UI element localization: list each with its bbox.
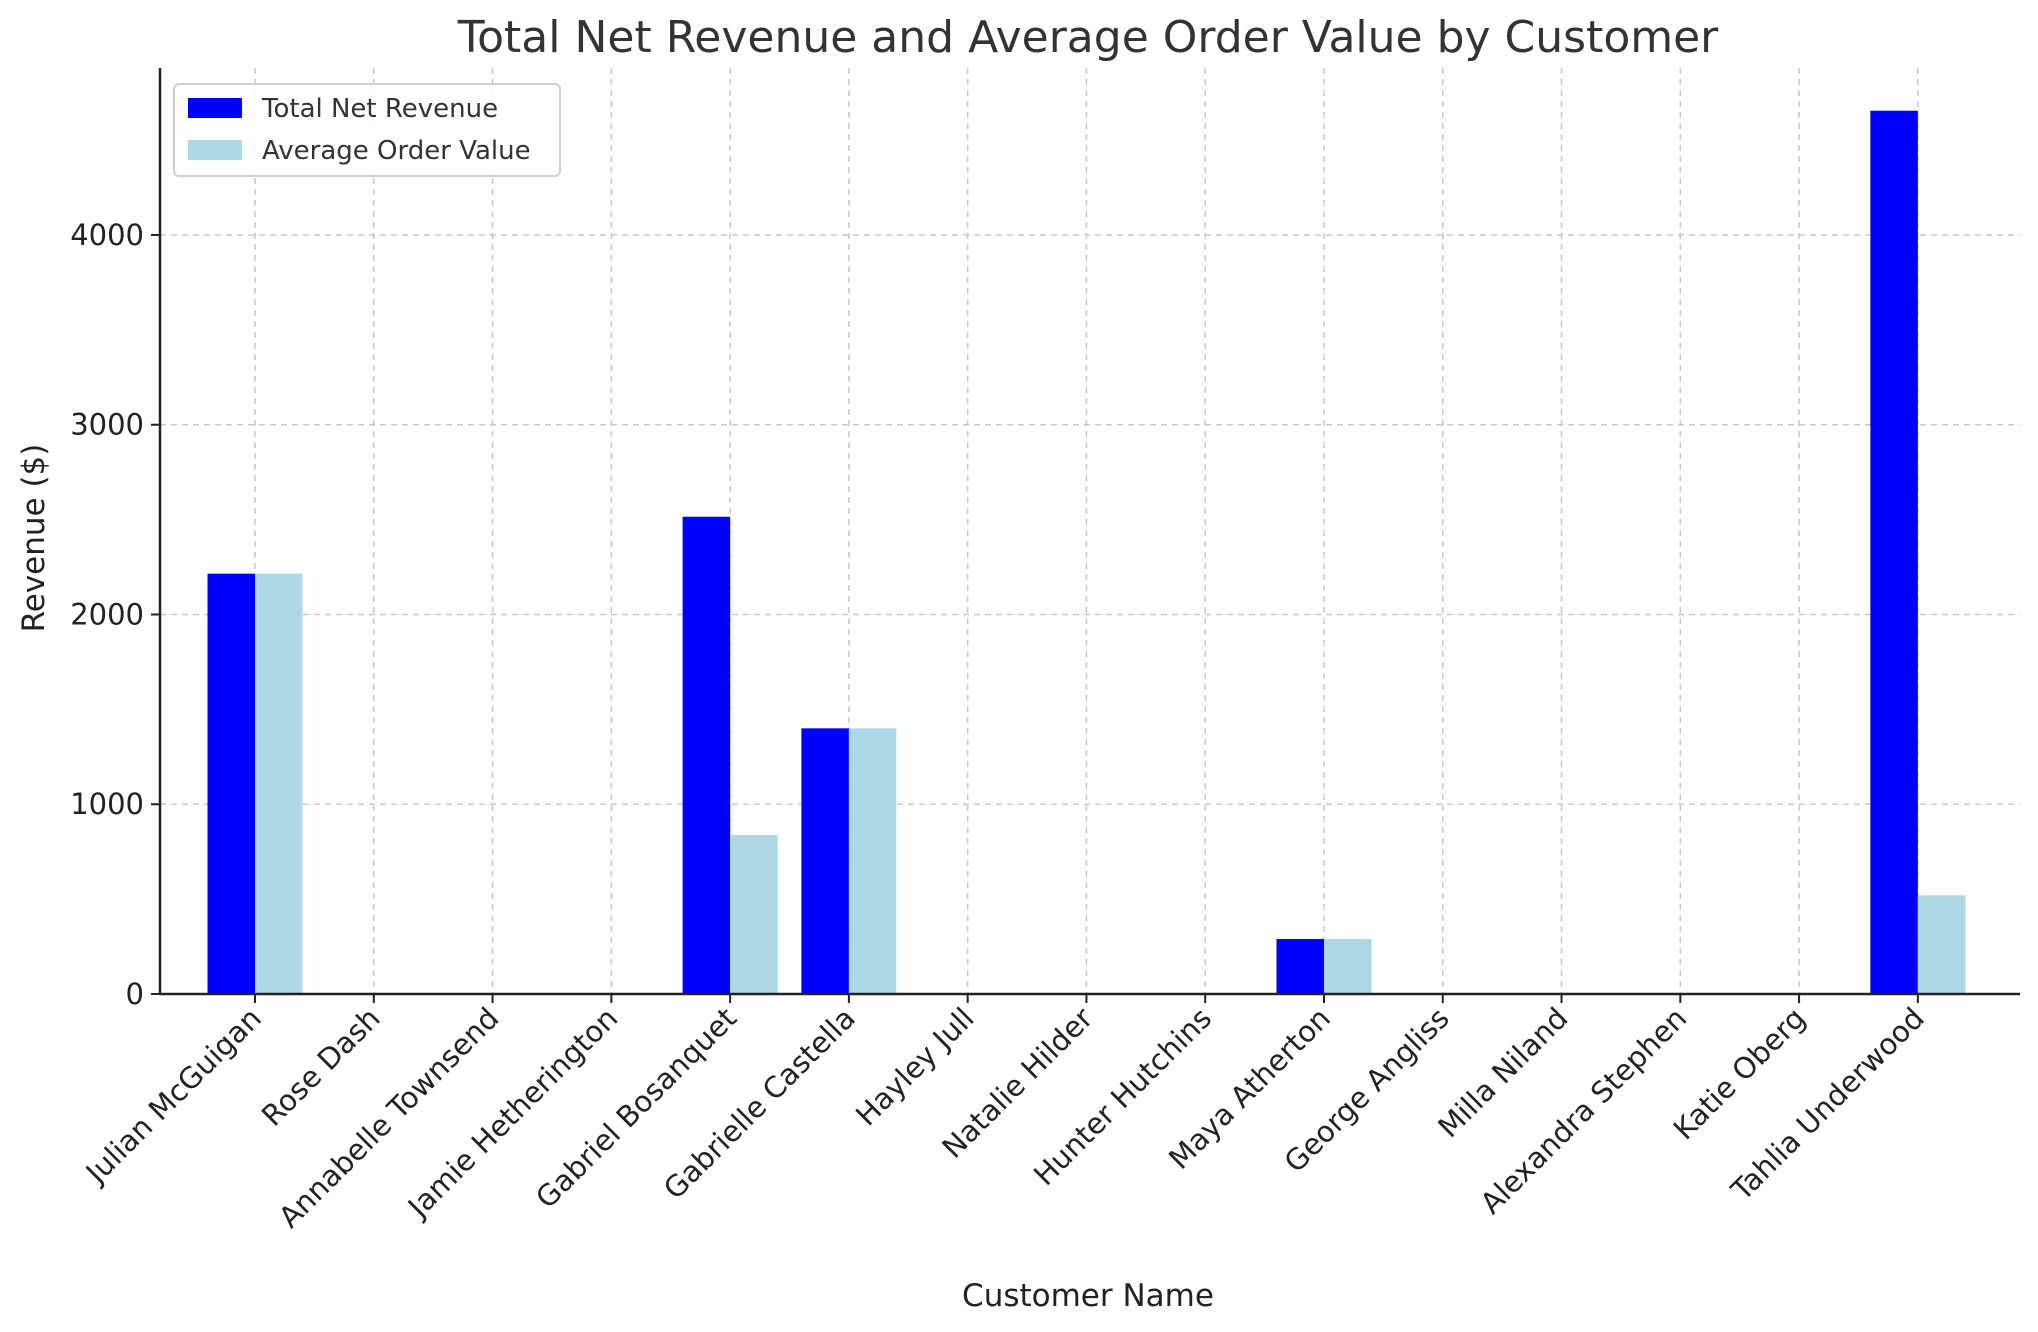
- legend-box: [173, 83, 561, 177]
- bar-average-order-value: [730, 834, 778, 994]
- x-tick-label: Alexandra Stephen: [1474, 1001, 1694, 1221]
- bar-total-net-revenue: [801, 728, 849, 994]
- x-tick-label: Tahlia Underwood: [1724, 1001, 1931, 1208]
- x-tick-label: Rose Dash: [255, 1001, 387, 1133]
- chart-title: Total Net Revenue and Average Order Valu…: [457, 12, 1719, 63]
- grid: [160, 68, 2020, 994]
- legend-swatch: [188, 98, 242, 118]
- y-tick-label: 3000: [70, 408, 144, 442]
- bar-total-net-revenue: [1870, 110, 1918, 994]
- bar-average-order-value: [848, 728, 897, 994]
- legend: Total Net Revenue Average Order Value: [173, 83, 561, 177]
- bar-total-net-revenue: [207, 573, 256, 994]
- x-tick-label: Julian McGuigan: [78, 1001, 268, 1191]
- bar-average-order-value: [1917, 895, 1966, 994]
- y-tick-label: 1000: [70, 787, 144, 821]
- legend-label: Average Order Value: [262, 136, 531, 166]
- y-axis-label: Revenue ($): [16, 444, 52, 633]
- bar-average-order-value: [255, 573, 303, 994]
- y-tick-label: 0: [126, 977, 144, 1011]
- bar-total-net-revenue: [1276, 938, 1324, 994]
- bars: [207, 110, 1966, 994]
- bar-total-net-revenue: [682, 516, 731, 994]
- y-tick-label: 4000: [70, 218, 144, 252]
- legend-label: Total Net Revenue: [261, 94, 498, 124]
- x-tick-label: Annabelle Townsend: [272, 1001, 505, 1234]
- y-tick-label: 2000: [70, 597, 144, 631]
- bar-average-order-value: [1323, 938, 1372, 994]
- axes: [158, 68, 2020, 996]
- x-tick-label: Hayley Jull: [849, 1001, 981, 1133]
- legend-swatch: [188, 140, 242, 160]
- x-axis-label: Customer Name: [962, 1278, 1214, 1314]
- x-tick-label: Jamie Hetherington: [400, 1001, 624, 1225]
- x-tick-label: Gabriel Bosanquet: [529, 1001, 743, 1215]
